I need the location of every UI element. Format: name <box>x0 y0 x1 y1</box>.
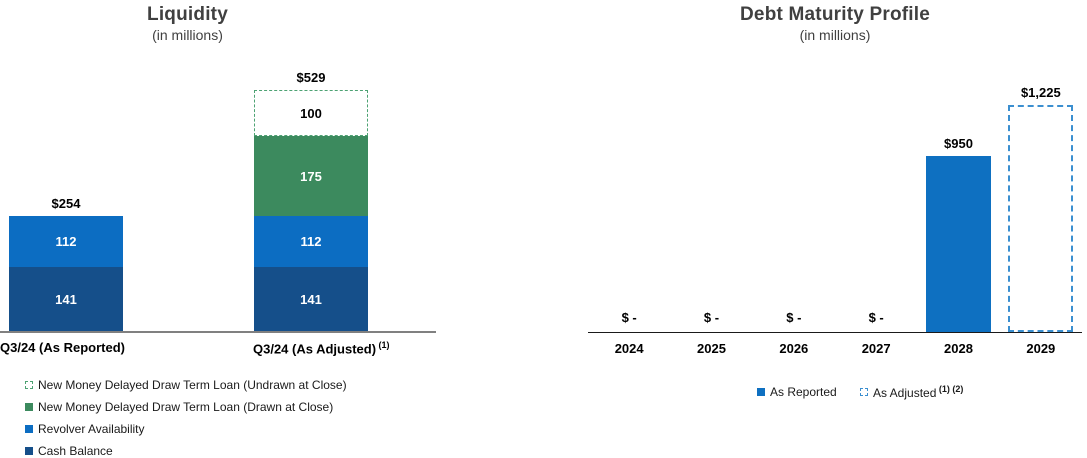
bar-segment-cash-balance: 141 <box>254 267 368 331</box>
stacked-bar: 141 112 175 100 <box>254 90 368 331</box>
legend-label: New Money Delayed Draw Term Loan (Undraw… <box>38 377 347 392</box>
adjusted-bar <box>1008 105 1074 332</box>
reported-bar <box>926 156 991 332</box>
legend-label: Revolver Availability <box>38 421 145 436</box>
green-solid-swatch <box>25 402 33 411</box>
zero-value-label: $ - <box>786 310 802 325</box>
year-label: 2029 <box>1026 341 1056 356</box>
bar-segment-new-money-undrawn: 100 <box>254 90 368 136</box>
year-label: 2025 <box>697 341 726 356</box>
category-label: Q3/24 (As Reported) <box>0 340 125 355</box>
superscript: (1) <box>376 340 390 350</box>
dark-blue-solid-swatch <box>25 446 33 455</box>
superscript: (1) (2) <box>936 383 964 394</box>
zero-value-label: $ - <box>621 310 637 325</box>
year-label: 2024 <box>614 341 644 356</box>
stacked-bar: 141 112 <box>9 216 123 331</box>
legend-label: New Money Delayed Draw Term Loan (Drawn … <box>38 399 334 414</box>
blue-solid-swatch <box>25 424 33 433</box>
year-label: 2026 <box>779 341 809 356</box>
zero-value-label: $ - <box>868 310 884 325</box>
legend-item: As Adjusted (1) (2) <box>860 383 964 400</box>
green-dashed-swatch <box>25 380 33 389</box>
bar-segment-cash-balance: 141 <box>9 267 123 331</box>
debt-maturity-chart-subtitle: (in millions) <box>799 27 871 43</box>
debt-maturity-chart-title: Debt Maturity Profile <box>740 4 930 25</box>
bar-segment-revolver-availability: 112 <box>9 216 123 267</box>
bar-value-label: $1,225 <box>1020 85 1061 100</box>
blue-dashed-swatch <box>860 387 868 396</box>
legend-label: Cash Balance <box>38 443 113 458</box>
bar-segment-new-money-drawn: 175 <box>254 136 368 216</box>
liquidity-chart-subtitle: (in millions) <box>152 27 223 43</box>
zero-value-label: $ - <box>703 310 720 325</box>
legend-item: New Money Delayed Draw Term Loan (Drawn … <box>25 399 334 414</box>
year-label: 2027 <box>861 341 891 356</box>
category-label: Q3/24 (As Adjusted) (1) <box>253 340 390 357</box>
bar-total-label: $529 <box>296 70 326 85</box>
bar-value-label: $950 <box>944 136 973 151</box>
debt-maturity-x-axis-line <box>588 332 1082 333</box>
bar-total-label: $254 <box>51 196 81 211</box>
bar-segment-revolver-availability: 112 <box>254 216 368 267</box>
blue-solid-swatch <box>757 387 765 396</box>
legend-item: Revolver Availability <box>25 421 145 436</box>
legend-item: Cash Balance <box>25 443 113 458</box>
legend-label: As Adjusted (1) (2) <box>873 383 964 400</box>
liquidity-x-axis-line <box>0 331 436 333</box>
legend-item: New Money Delayed Draw Term Loan (Undraw… <box>25 377 347 392</box>
legend-item: As Reported <box>757 384 837 399</box>
year-label: 2028 <box>944 341 973 356</box>
legend-label: As Reported <box>770 384 837 399</box>
liquidity-chart-title: Liquidity <box>147 4 228 25</box>
